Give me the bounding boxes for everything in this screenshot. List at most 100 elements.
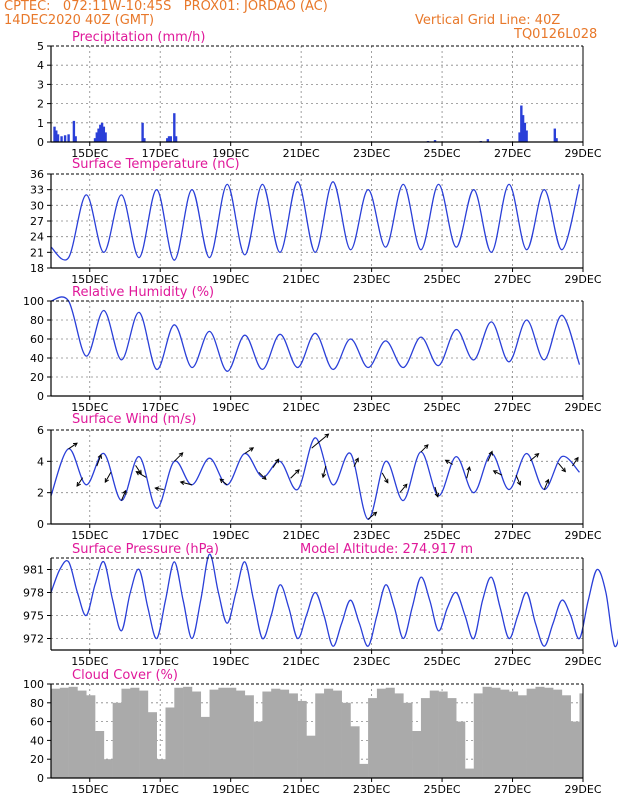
cloud-bar (464, 768, 475, 778)
x-tick-label: 15DEC (71, 655, 108, 668)
y-tick-label: 4 (37, 455, 44, 468)
cloud-bar (51, 688, 61, 778)
cloud-bar (447, 698, 457, 778)
cloud-bar (376, 688, 387, 778)
x-tick-label: 15DEC (71, 783, 108, 796)
precip-bar (104, 132, 107, 142)
cloud-bar (156, 759, 166, 778)
cloud-bar (535, 686, 545, 778)
wind-vector (399, 483, 408, 493)
cloud-bar (209, 689, 219, 778)
cloud-bar (403, 702, 413, 778)
wind-vector (104, 472, 112, 483)
x-tick-label: 15DEC (71, 401, 108, 414)
series-line (50, 553, 618, 648)
x-tick-label: 19DEC (212, 783, 249, 796)
wind-vector-head (219, 478, 225, 484)
cloud-bar (130, 687, 140, 778)
cloud-bar (280, 689, 290, 778)
wind-vector-head (104, 478, 109, 484)
cloud-bar (570, 721, 580, 778)
cloud-bar (438, 691, 448, 778)
wind-vector-head (122, 489, 127, 495)
panel-title: Surface Pressure (hPa) (72, 542, 219, 557)
header-line-1: CPTEC: 072:11W-10:45S PROX01: JORDAO (AC… (4, 0, 328, 14)
x-tick-label: 23DEC (353, 401, 390, 414)
wind-vector-head (544, 478, 550, 484)
precip-bar (102, 126, 106, 142)
wind-vector-head (179, 480, 185, 486)
y-tick-label: 100 (23, 678, 44, 691)
precip-bar (553, 128, 557, 142)
x-tick-label: 23DEC (353, 783, 390, 796)
panel-title: Surface Temperature (nC) (72, 157, 240, 172)
y-tick-label: 80 (30, 697, 44, 710)
x-tick-label: 15DEC (71, 147, 108, 160)
wind-vector (173, 452, 184, 462)
wind-vector-head (492, 470, 498, 475)
cloud-bar (517, 695, 527, 778)
cloud-bar (350, 726, 360, 778)
panel-title: Cloud Cover (%) (72, 668, 178, 683)
panel-title: Precipitation (mm/h) (72, 30, 205, 45)
precip-bar (56, 134, 60, 142)
precip-bar (53, 126, 56, 142)
series-line (50, 181, 581, 261)
wind-vector-head (434, 492, 440, 498)
y-tick-label: 975 (23, 610, 44, 623)
y-tick-label: 27 (30, 215, 44, 228)
x-tick-label: 29DEC (564, 529, 601, 542)
wind-vector-head (294, 469, 300, 474)
wind-vector-head (76, 481, 81, 487)
x-tick-label: 17DEC (142, 783, 179, 796)
wind-vector (381, 472, 389, 483)
cloud-bar (139, 690, 149, 778)
wind-vector (434, 486, 439, 497)
y-tick-label: 2 (37, 98, 44, 111)
wind-vector-head (561, 467, 566, 473)
x-tick-label: 17DEC (142, 401, 179, 414)
wind-vector-head (534, 453, 540, 458)
wind-vector-head (423, 444, 429, 449)
precip-bar (99, 124, 102, 142)
y-tick-label: 0 (37, 518, 44, 531)
cloud-bar (491, 687, 501, 778)
x-tick-label: 21DEC (283, 529, 320, 542)
precip-bar (173, 113, 176, 142)
precip-bar (167, 136, 171, 142)
wind-vector (493, 470, 503, 476)
cloud-bar (297, 700, 307, 778)
x-tick-label: 21DEC (283, 273, 320, 286)
wind-vector (258, 471, 267, 480)
y-tick-label: 0 (37, 390, 44, 403)
cloud-bar (579, 693, 584, 778)
x-tick-label: 27DEC (494, 401, 531, 414)
x-tick-label: 17DEC (142, 147, 179, 160)
wind-vector-head (274, 458, 280, 464)
wind-vector-head (321, 473, 327, 479)
wind-vector-head (444, 459, 450, 464)
precip-bar (520, 105, 523, 142)
cloud-bar (394, 693, 404, 778)
cloud-bar (368, 698, 378, 778)
cloud-bar (359, 763, 369, 778)
x-tick-label: 21DEC (283, 655, 320, 668)
header-date: 14DEC2020 40Z (GMT) (4, 13, 155, 28)
precip-bar (433, 140, 437, 142)
precip-bar (141, 122, 144, 142)
y-tick-label: 100 (23, 295, 44, 308)
cloud-bar (165, 707, 175, 778)
wind-vector (68, 442, 78, 450)
precip-bar (93, 138, 97, 142)
wind-vector (311, 433, 329, 449)
wind-vector (572, 457, 579, 467)
precip-bar (169, 136, 172, 142)
precip-bar (523, 122, 527, 142)
cloud-bar (103, 759, 113, 778)
x-tick-label: 17DEC (142, 655, 179, 668)
y-tick-label: 30 (30, 199, 44, 212)
x-tick-label: 15DEC (71, 273, 108, 286)
precip-bar (143, 138, 146, 142)
precip-bar (486, 139, 490, 142)
y-tick-label: 60 (30, 716, 44, 729)
